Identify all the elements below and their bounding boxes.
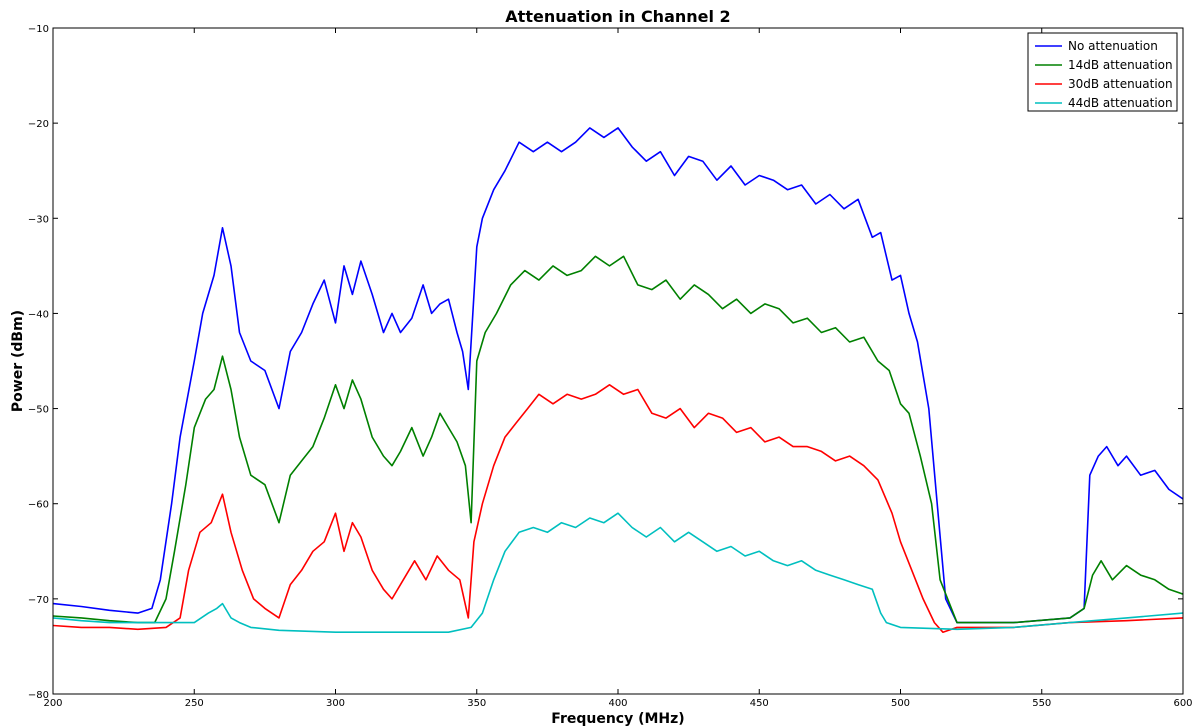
legend-label-3: 30dB attenuation <box>1068 77 1173 91</box>
x-tick-label: 400 <box>608 698 627 709</box>
x-tick-label: 550 <box>1032 698 1051 709</box>
y-tick-label: −40 <box>28 309 49 320</box>
y-tick-label: −60 <box>28 500 49 511</box>
x-axis-ticks: 200 250 300 350 400 450 500 550 600 <box>43 28 1193 709</box>
y-tick-label: −10 <box>28 24 49 35</box>
y-tick-label: −20 <box>28 119 49 130</box>
legend-label-4: 44dB attenuation <box>1068 96 1173 110</box>
x-tick-label: 350 <box>467 698 486 709</box>
y-tick-label: −80 <box>28 690 49 701</box>
series-line-2 <box>53 255 1183 624</box>
x-tick-label: 500 <box>891 698 910 709</box>
legend-label-2: 14dB attenuation <box>1068 58 1173 72</box>
series-layer <box>53 127 1183 634</box>
y-axis-ticks: −80 −70 −60 −50 −40 −30 −20 −10 <box>28 24 1183 701</box>
x-axis-title: Frequency (MHz) <box>551 711 684 727</box>
x-tick-label: 600 <box>1173 698 1192 709</box>
x-tick-label: 450 <box>750 698 769 709</box>
x-tick-label: 250 <box>185 698 204 709</box>
series-line-4 <box>53 512 1183 634</box>
legend: No attenuation 14dB attenuation 30dB atten… <box>1027 32 1178 112</box>
chart-title: Attenuation in Channel 2 <box>505 7 730 26</box>
y-axis-title: Power (dBm) <box>10 310 26 412</box>
x-tick-label: 200 <box>43 698 62 709</box>
series-line-3 <box>53 383 1183 634</box>
legend-box <box>1027 32 1178 112</box>
legend-label-1: No attenuation <box>1068 39 1158 53</box>
y-tick-label: −30 <box>28 214 49 225</box>
series-line-1 <box>53 127 1183 624</box>
y-tick-label: −70 <box>28 595 49 606</box>
y-tick-label: −50 <box>28 405 49 416</box>
x-tick-label: 300 <box>326 698 345 709</box>
